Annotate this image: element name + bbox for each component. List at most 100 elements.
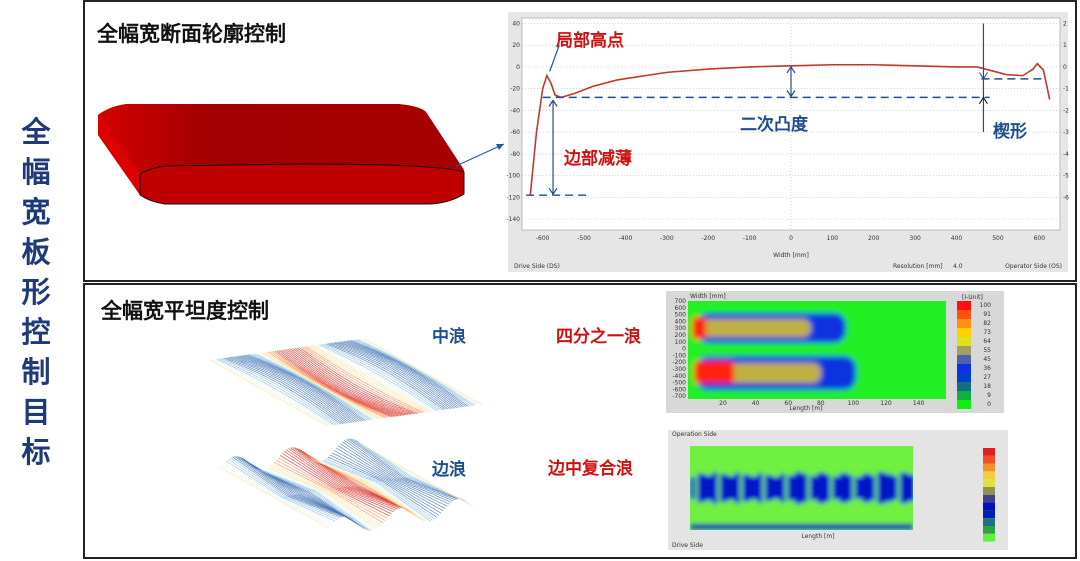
- label-compound-wave: 边中复合浪: [548, 459, 633, 479]
- surface-mesh-line: [317, 460, 427, 522]
- surface-mesh-line: [346, 439, 456, 501]
- quarter-wave-heatmap: 7006005004003002001000-100-200-300-400-5…: [666, 291, 1004, 413]
- heatmap-band: [870, 475, 875, 501]
- surface-mesh-line: [278, 350, 397, 417]
- legend-swatch: [983, 494, 995, 503]
- surface-mesh-line: [290, 447, 400, 509]
- surface-mesh-line: [227, 357, 346, 424]
- heatmap-band: [712, 472, 718, 504]
- heatmap-band: [780, 473, 785, 503]
- surface-mesh-line: [245, 354, 364, 422]
- y-tick-label: -100: [672, 352, 686, 359]
- surface-mesh-line: [292, 447, 402, 509]
- surface-mesh-line: [243, 354, 362, 422]
- surface-mesh-line: [238, 456, 349, 518]
- surface-mesh-line: [348, 340, 467, 407]
- surface-mesh-line: [263, 469, 373, 531]
- surface-mesh-line: [337, 445, 448, 507]
- legend-label: 9: [987, 392, 991, 399]
- legend-swatch: [957, 346, 971, 355]
- operation-side-label: Operation Side: [672, 431, 717, 438]
- surface-mesh-line: [328, 343, 447, 410]
- surface-mesh-line: [343, 340, 462, 408]
- x-tick-label: 500: [992, 235, 1004, 242]
- surface-mesh-line: [325, 458, 436, 520]
- heatmap-band: [900, 472, 908, 504]
- resolution-value: 4.0: [953, 263, 963, 270]
- surface-mesh-line: [287, 348, 406, 416]
- surface-mesh-line: [361, 338, 480, 406]
- heatmap-blur: [688, 301, 946, 399]
- surface-mesh-line: [241, 355, 360, 422]
- main-title-char: 全: [21, 115, 51, 149]
- x-tick-label: 40: [752, 400, 760, 407]
- surface-mesh-line: [275, 459, 386, 521]
- surface-mesh-line: [226, 460, 336, 522]
- surface-mesh-line: [319, 344, 438, 411]
- heatmap-band: [742, 474, 750, 502]
- surface-mesh-line: [277, 457, 388, 519]
- surface-mesh-line: [316, 344, 435, 412]
- legend-swatch: [983, 526, 995, 534]
- surface-mesh-line: [286, 449, 396, 511]
- y-tick-label: 500: [675, 312, 687, 319]
- surface-mesh-line: [236, 355, 355, 423]
- label-center-wave: 中浪: [432, 327, 466, 347]
- wedge-arrow-head: [979, 96, 988, 105]
- y-tick-label: 100: [675, 339, 687, 346]
- x-tick-label: 0: [789, 235, 793, 242]
- y-tick-label: 700: [675, 298, 687, 305]
- heatmap-cells: [688, 301, 946, 399]
- y-tick-label: 200: [675, 332, 687, 339]
- surface-mesh-line: [221, 464, 332, 526]
- surface-mesh-line: [232, 356, 351, 424]
- surface-mesh-line: [334, 342, 453, 409]
- surface-mesh-line: [292, 348, 411, 415]
- surface-mesh-line: [229, 356, 348, 424]
- surface-mesh-line: [230, 457, 340, 519]
- heatmap-band: [885, 474, 893, 502]
- surface-mesh-line: [273, 462, 384, 524]
- legend-swatch: [983, 455, 995, 464]
- x-tick-label: 140: [913, 400, 925, 407]
- y-tick-label: 0: [682, 346, 686, 353]
- main-title-char: 目: [21, 395, 51, 429]
- surface-mesh-line: [256, 353, 375, 420]
- legend-swatch: [983, 533, 995, 542]
- legend-swatch: [957, 319, 971, 328]
- surface-mesh-line: [269, 466, 380, 528]
- crown-arrow-heads: [786, 65, 796, 98]
- surface-mesh-line: [294, 347, 413, 415]
- surface-mesh-line: [321, 460, 432, 522]
- heatmap-hotspot: [694, 361, 734, 383]
- x-tick-label: -300: [660, 235, 674, 242]
- legend-swatch: [957, 400, 971, 409]
- legend-swatch: [983, 448, 995, 456]
- label-edge-wave: 边浪: [432, 460, 466, 480]
- heatmap-band: [832, 476, 840, 500]
- legend-swatch: [957, 391, 971, 400]
- y2-tick-label: 2: [1063, 20, 1067, 27]
- surface-mesh-line: [284, 451, 394, 513]
- legend-label: 18: [983, 383, 991, 390]
- y-tick-label: -80: [510, 151, 520, 158]
- legend-swatch: [957, 301, 971, 310]
- legend-label: 55: [983, 347, 991, 354]
- legend-title: [I-Unit]: [962, 294, 983, 301]
- x-axis-label: Width [mm]: [773, 252, 809, 259]
- surface-mesh-line: [315, 460, 425, 522]
- surface-mesh-line: [294, 447, 404, 509]
- heatmap-hotspot: [692, 317, 706, 339]
- surface-mesh-line: [301, 346, 420, 414]
- surface-mesh-line: [329, 454, 440, 516]
- wedge-arrow-head: [979, 72, 988, 80]
- surface-mesh-line: [352, 438, 462, 500]
- surface-mesh-line: [236, 455, 346, 518]
- y-tick-label: 600: [675, 305, 687, 312]
- surface-mesh-line: [339, 341, 458, 409]
- surface-mesh-line: [223, 462, 334, 524]
- center-wave-surface: [209, 338, 482, 427]
- x-tick-label: 120: [880, 400, 892, 407]
- main-title-char: 形: [21, 275, 51, 309]
- edge-drop-arrow-heads: [548, 99, 558, 196]
